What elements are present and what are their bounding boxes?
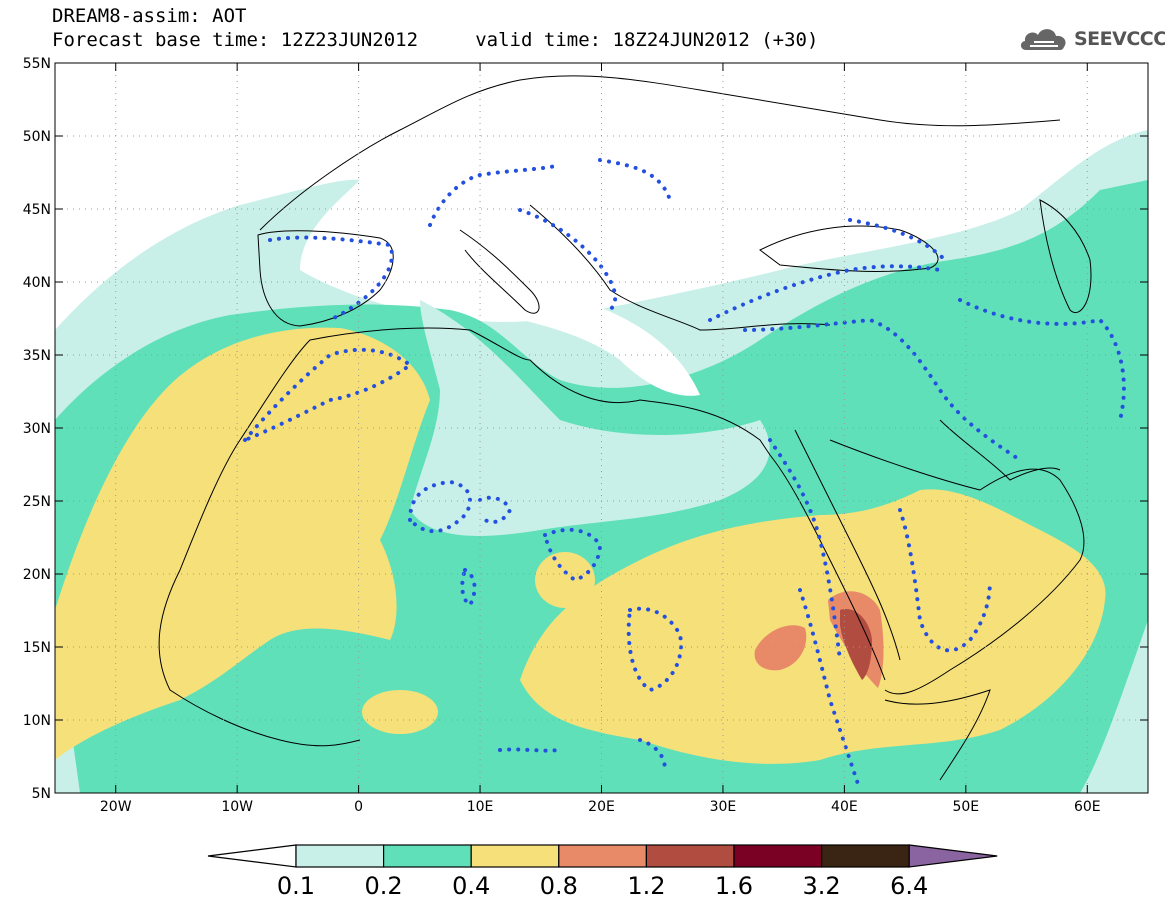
lat-label: 5N	[32, 786, 51, 802]
cloud-logo-icon	[1020, 29, 1066, 50]
coast-caspian	[1039, 199, 1092, 313]
colorbar-label: 1.2	[627, 872, 665, 900]
lon-label: 60E	[1074, 799, 1101, 815]
coast-persian-gulf	[939, 419, 1061, 481]
dotted-contour-morocco	[243, 347, 414, 442]
colorbar-label: 0.8	[540, 872, 578, 900]
colorbar-segment	[383, 844, 472, 868]
lon-label: 40E	[831, 799, 858, 815]
colorbar-label: 3.2	[803, 872, 841, 900]
aot-blob-nigeria	[362, 690, 438, 734]
colorbar-label: 0.1	[277, 872, 315, 900]
longitude-labels: 20W 10W 0 10E 20E 30E 40E 50E 60E	[100, 799, 1101, 815]
lat-label: 40N	[23, 275, 51, 291]
lon-label: 30E	[710, 799, 737, 815]
colorbar-label: 6.4	[890, 872, 928, 900]
colorbar-segment	[470, 844, 560, 868]
aot-contour-0.4-east	[520, 489, 1106, 764]
lon-label: 10W	[221, 799, 253, 815]
colorbar-segment	[558, 844, 647, 868]
coast-iberia	[257, 230, 394, 327]
coast-italy	[459, 229, 540, 314]
coast-europe-north	[259, 75, 1061, 231]
dotted-contour-europe	[428, 158, 672, 227]
lon-label: 20E	[588, 799, 615, 815]
dotted-contour-chad	[543, 527, 603, 583]
lat-label: 25N	[23, 494, 51, 510]
colorbar-segment	[645, 844, 735, 868]
aot-contour-1.2-eritrea	[840, 609, 872, 680]
aot-blob-chad	[535, 552, 595, 608]
colorbar-high-arrow	[908, 844, 998, 868]
lat-label: 35N	[23, 348, 51, 364]
colorbar-label: 0.2	[365, 872, 403, 900]
aot-contour-0.8-sudan	[754, 625, 807, 671]
gridlines	[55, 62, 1148, 794]
dotted-contour-iberia	[268, 235, 394, 322]
lon-label: 20W	[100, 799, 132, 815]
map-frame	[54, 62, 1149, 794]
lat-label: 20N	[23, 567, 51, 583]
colorbar: 0.1 0.2 0.4 0.8 1.2 1.6 3.2 6.4	[207, 844, 998, 900]
dotted-contour-levant	[743, 317, 1022, 462]
lat-label: 45N	[23, 202, 51, 218]
dotted-contour-arabia	[898, 508, 992, 653]
dotted-contour-sudan	[626, 606, 683, 693]
coast-arabia	[829, 439, 1085, 695]
coast-red-sea	[769, 429, 901, 681]
aot-fields	[55, 130, 1148, 793]
coast-horn-africa	[884, 689, 991, 781]
colorbar-segment	[733, 844, 823, 868]
colorbar-label: 0.4	[452, 872, 490, 900]
med-clear-area	[380, 260, 700, 396]
dotted-contour-niger	[460, 568, 477, 608]
coast-west-africa	[158, 439, 361, 747]
lat-label: 50N	[23, 129, 51, 145]
colorbar-low-arrow	[207, 844, 297, 868]
dotted-contour-iran	[958, 298, 1126, 422]
lat-label: 30N	[23, 421, 51, 437]
coast-balkans	[529, 204, 831, 331]
colorbar-segment	[295, 844, 385, 868]
lon-label: 10E	[467, 799, 494, 815]
dotted-contour-central-africa	[498, 738, 667, 772]
lon-label: 0	[354, 799, 363, 815]
lat-label: 15N	[23, 640, 51, 656]
forecast-time-line: Forecast base time: 12Z23JUN2012 valid t…	[52, 29, 819, 51]
aot-contour-0.4-west	[55, 327, 430, 760]
colorbar-segment	[820, 844, 910, 868]
colorbar-label: 1.6	[715, 872, 753, 900]
lat-label: 55N	[23, 56, 51, 72]
dotted-contour-adriatic	[518, 208, 618, 312]
dotted-contour-nile	[768, 438, 842, 662]
dotted-contour-turkey	[708, 264, 942, 322]
latitude-labels: 55N 50N 45N 40N 35N 30N 25N 20N 15N 10N 5N	[23, 56, 51, 802]
seevccc-logo: SEEVCCC	[1018, 22, 1165, 56]
dotted-contour-black-sea	[848, 218, 947, 262]
coast-north-africa	[239, 327, 771, 456]
dotted-contour-sahara	[408, 479, 472, 534]
logo-text: SEEVCCC	[1074, 28, 1165, 50]
aot-contour-0.1-sahara	[410, 300, 770, 536]
lon-label: 50E	[952, 799, 979, 815]
lat-label: 10N	[23, 713, 51, 729]
dotted-contours	[243, 158, 1126, 792]
map-title: DREAM8-assim: AOT	[52, 5, 247, 27]
dotted-contour-sahara-east	[478, 495, 513, 524]
